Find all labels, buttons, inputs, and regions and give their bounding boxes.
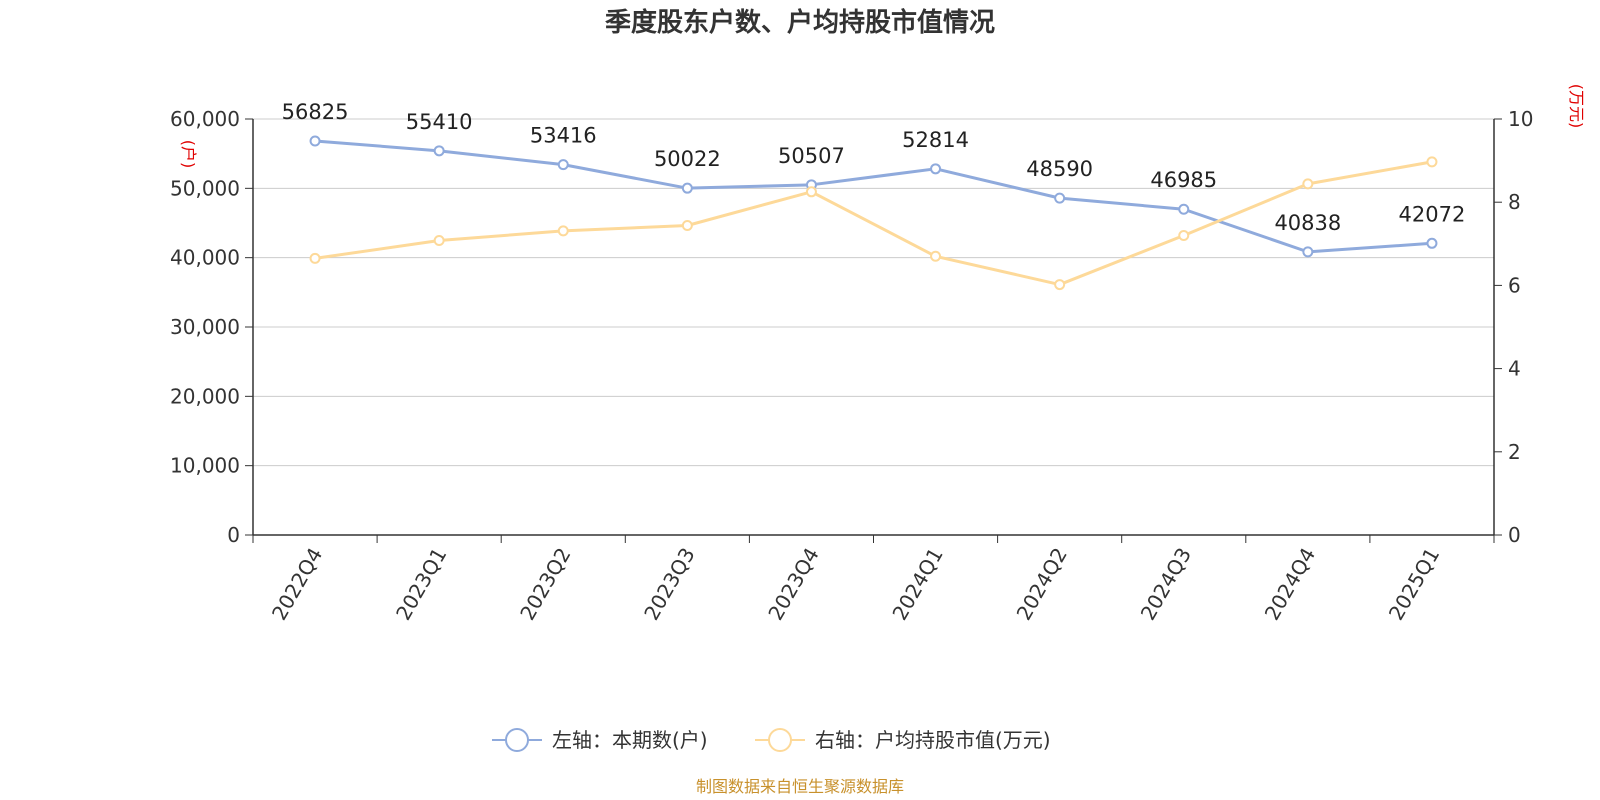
x-axis-tick-label: 2024Q2 (1012, 544, 1072, 625)
x-axis-tick-label: 2024Q3 (1136, 544, 1196, 625)
data-label: 55410 (406, 110, 473, 134)
data-label: 42072 (1399, 202, 1466, 226)
x-axis-tick-label: 2025Q1 (1384, 544, 1444, 625)
grid-lines (253, 118, 1494, 467)
source-note: 制图数据来自恒生聚源数据库 (696, 777, 904, 796)
x-axis-tick-label: 2024Q4 (1260, 544, 1320, 625)
series-0-point (309, 135, 321, 147)
left-axis-unit: (户) (179, 140, 198, 169)
series-lines (309, 135, 1438, 291)
data-label: 50022 (654, 147, 721, 171)
legend-marker-avg-value (768, 728, 792, 752)
right-axis-tick-label: 0 (1508, 523, 1521, 547)
series-1-point (1178, 229, 1190, 241)
chart-title: 季度股东户数、户均持股市值情况 (605, 7, 995, 38)
data-label: 56825 (282, 100, 349, 124)
series-0-point (1426, 237, 1438, 249)
x-axis-tick-label: 2022Q4 (267, 544, 327, 625)
x-axis-tick-label: 2023Q2 (515, 544, 575, 625)
data-label: 46985 (1150, 168, 1217, 192)
series-1-point (433, 234, 445, 246)
right-axis-unit: (万元) (1567, 84, 1586, 129)
data-label: 53416 (530, 124, 597, 148)
series-1-point (1426, 156, 1438, 168)
data-label: 52814 (902, 128, 969, 152)
x-axis-tick-label: 2023Q1 (391, 544, 451, 625)
right-axis-tick-label: 10 (1508, 107, 1533, 131)
legend-item-households[interactable]: 左轴：本期数(户) (492, 728, 708, 752)
x-axis-tick-label: 2023Q3 (639, 544, 699, 625)
legend-item-avg-value[interactable]: 右轴：户均持股市值(万元) (755, 728, 1051, 752)
right-axis-tick-label: 4 (1508, 357, 1521, 381)
x-axis-tick-label: 2024Q1 (887, 544, 947, 625)
series-1-point (681, 219, 693, 231)
left-axis-tick-label: 50,000 (170, 176, 240, 200)
left-axis-tick-label: 10,000 (170, 454, 240, 478)
series-0-point (1178, 203, 1190, 215)
right-axis-tick-label: 2 (1508, 440, 1521, 464)
left-axis-tick-label: 40,000 (170, 246, 240, 270)
series-1-point (930, 250, 942, 262)
series-0-point (930, 163, 942, 175)
left-axis-tick-label: 30,000 (170, 315, 240, 339)
left-axis-tick-label: 0 (227, 523, 240, 547)
data-label: 40838 (1274, 211, 1341, 235)
left-axis-tick-label: 60,000 (170, 107, 240, 131)
left-axis-tick-label: 20,000 (170, 384, 240, 408)
right-axis-tick-label: 8 (1508, 190, 1521, 214)
series-0-point (1054, 192, 1066, 204)
series-1-point (805, 186, 817, 198)
legend-label-households: 左轴：本期数(户) (552, 728, 708, 752)
data-label: 48590 (1026, 157, 1093, 181)
right-axis-tick-label: 6 (1508, 273, 1521, 297)
series-0-point (1302, 246, 1314, 258)
series-0-point (433, 145, 445, 157)
axes: 0 10,000 20,000 30,000 40,000 50,000 60,000 0 2 4… (170, 107, 1533, 624)
series-0-point (557, 159, 569, 171)
series-0-point (681, 182, 693, 194)
series-1-point (1302, 178, 1314, 190)
data-labels: 56825 55410 53416 50022 50507 52814 48590 46985… (282, 100, 1466, 235)
x-axis-tick-label: 2023Q4 (763, 544, 823, 625)
series-1-point (557, 225, 569, 237)
series-line-0 (314, 139, 1433, 254)
legend-label-avg-value: 右轴：户均持股市值(万元) (815, 728, 1051, 752)
series-1-point (1054, 279, 1066, 291)
series-1-point (309, 252, 321, 264)
data-label: 50507 (778, 144, 845, 168)
series-line-1 (314, 160, 1433, 287)
legend[interactable]: 左轴：本期数(户) 右轴：户均持股市值(万元) (492, 728, 1051, 752)
legend-marker-households (505, 728, 529, 752)
